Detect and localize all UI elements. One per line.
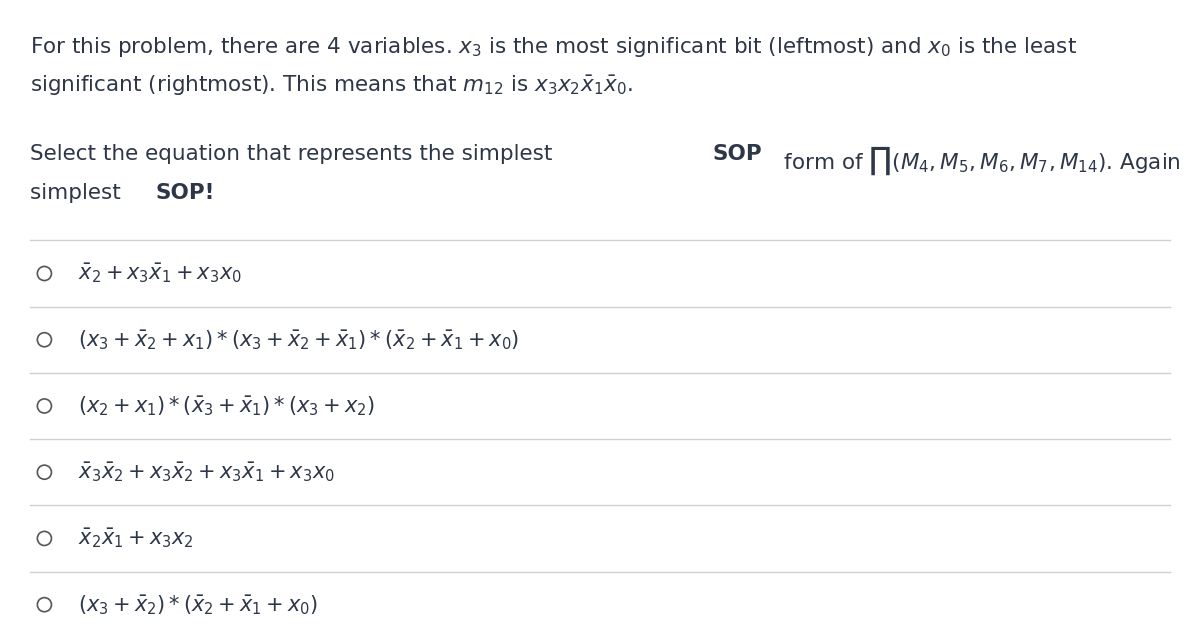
Text: simplest: simplest bbox=[30, 183, 127, 203]
Text: form of $\prod(M_4, M_5, M_6, M_7, M_{14})$. Again: form of $\prod(M_4, M_5, M_6, M_7, M_{14… bbox=[776, 144, 1181, 177]
Text: $\bar{x}_3\bar{x}_2 + x_3\bar{x}_2 + x_3\bar{x}_1 + x_3 x_0$: $\bar{x}_3\bar{x}_2 + x_3\bar{x}_2 + x_3… bbox=[78, 460, 335, 484]
Text: $(x_3 + \bar{x}_2) * (\bar{x}_2 + \bar{x}_1 + x_0)$: $(x_3 + \bar{x}_2) * (\bar{x}_2 + \bar{x… bbox=[78, 593, 318, 617]
Text: For this problem, there are 4 variables. $x_3$ is the most significant bit (left: For this problem, there are 4 variables.… bbox=[30, 35, 1078, 59]
Text: $\bar{x}_2\bar{x}_1 + x_3 x_2$: $\bar{x}_2\bar{x}_1 + x_3 x_2$ bbox=[78, 526, 193, 551]
Text: SOP: SOP bbox=[713, 144, 762, 164]
Text: $\bar{x}_2 + x_3\bar{x}_1 + x_3 x_0$: $\bar{x}_2 + x_3\bar{x}_1 + x_3 x_0$ bbox=[78, 262, 241, 285]
Text: $(x_3 + \bar{x}_2 + x_1) * (x_3 + \bar{x}_2 + \bar{x}_1) * (\bar{x}_2 + \bar{x}_: $(x_3 + \bar{x}_2 + x_1) * (x_3 + \bar{x… bbox=[78, 328, 520, 352]
Text: significant (rightmost). This means that $m_{12}$ is $x_3 x_2 \bar{x}_1 \bar{x}_: significant (rightmost). This means that… bbox=[30, 74, 632, 98]
Text: $(x_2 + x_1) * (\bar{x}_3 + \bar{x}_1) * (x_3 + x_2)$: $(x_2 + x_1) * (\bar{x}_3 + \bar{x}_1) *… bbox=[78, 394, 374, 418]
Text: Select the equation that represents the simplest: Select the equation that represents the … bbox=[30, 144, 559, 164]
Text: SOP!: SOP! bbox=[156, 183, 215, 203]
